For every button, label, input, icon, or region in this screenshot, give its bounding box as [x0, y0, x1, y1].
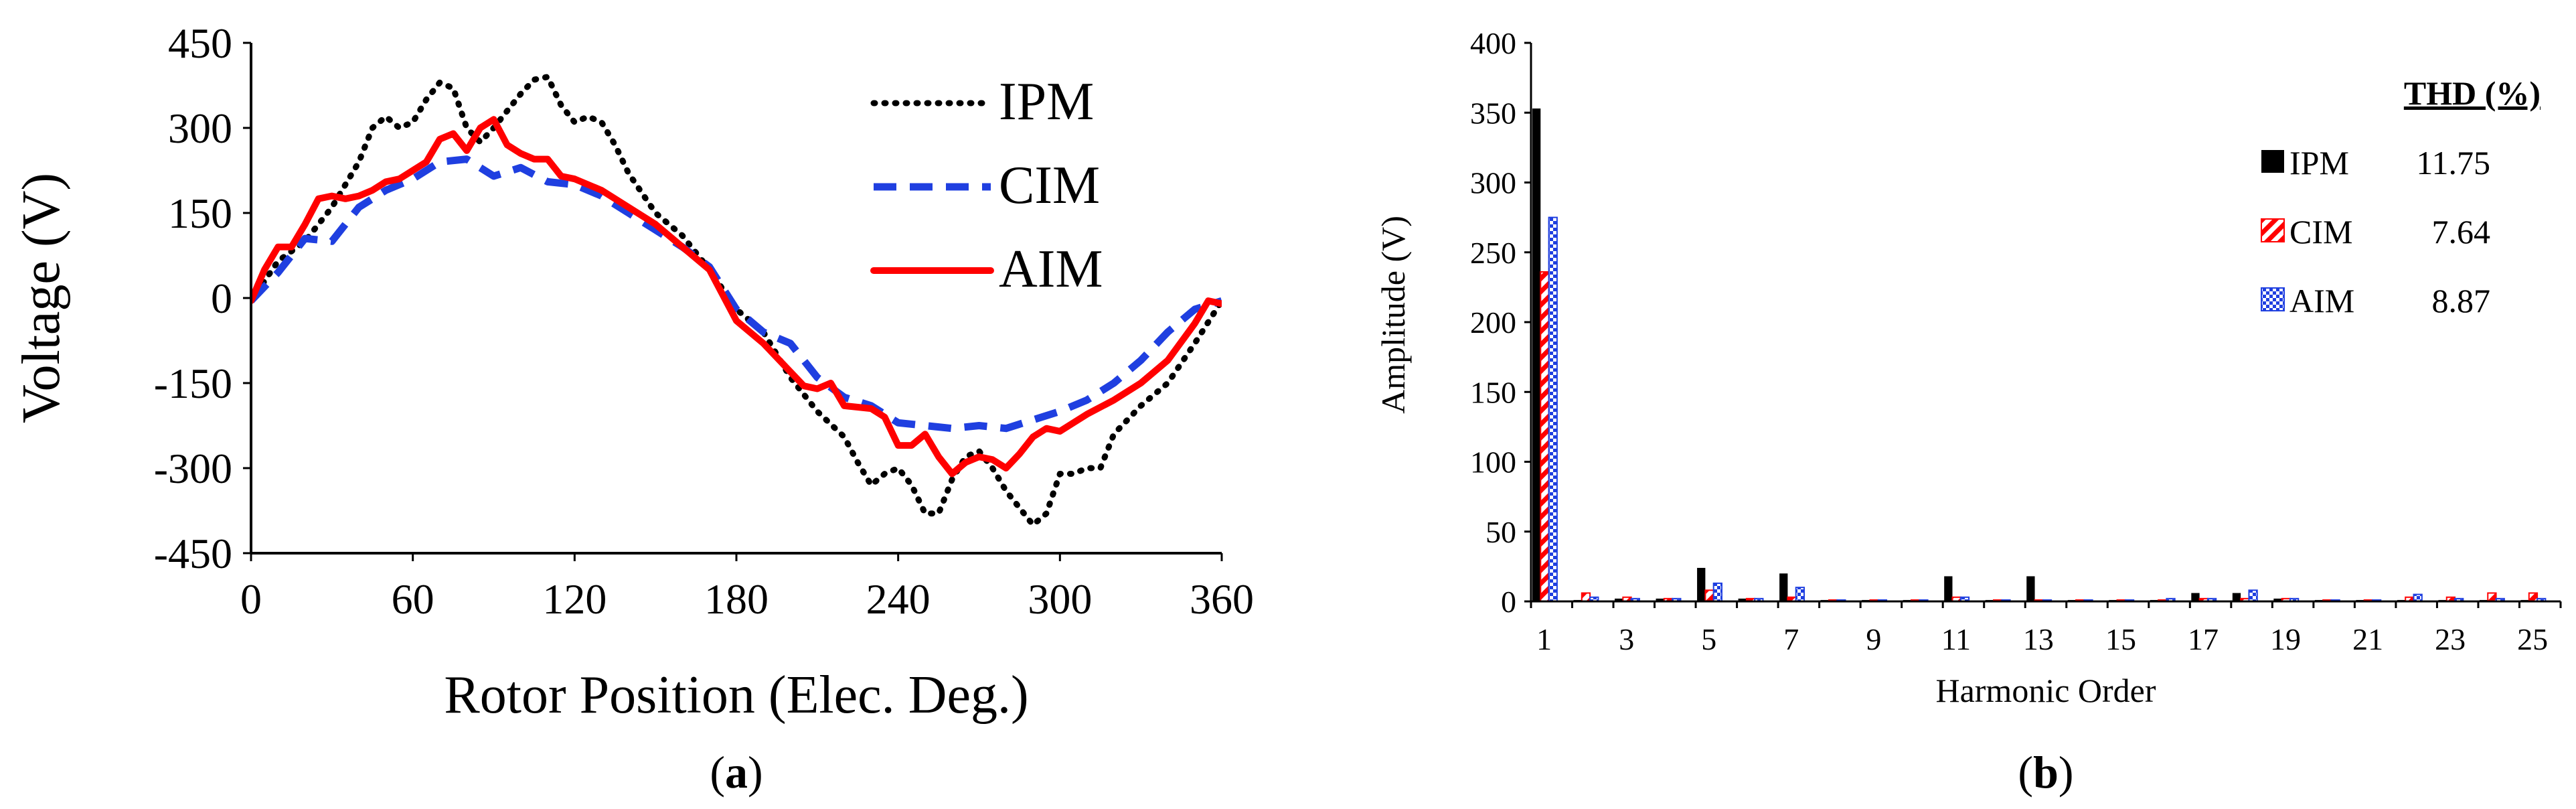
- panel-b-legend-swatch-aim: [2261, 287, 2285, 311]
- panel-a-y-ticks: 450 300 150 0 -150 -300 -450: [154, 19, 251, 577]
- panel-a-x-tick-label: 300: [1028, 575, 1092, 623]
- panel-b-x-tick-label: 25: [2517, 622, 2548, 656]
- panel-a-x-tick-label: 60: [392, 575, 434, 623]
- panel-b-label-letter: b: [2033, 747, 2059, 798]
- panel-a-y-tick-label: 450: [168, 19, 232, 67]
- panel-a-y-tick-label: 0: [211, 275, 232, 322]
- panel-b-bar-ipm: [1697, 567, 1706, 601]
- panel-a-series-line-cim: [251, 155, 1222, 433]
- panel-a-label: (a): [710, 747, 762, 798]
- panel-a-series-line-ipm: [251, 74, 1222, 528]
- panel-a-y-tick-label: -300: [154, 445, 232, 492]
- panel-b-bar-cim: [1581, 592, 1591, 602]
- panel-b-x-tick-label: 15: [2105, 622, 2136, 656]
- panel-a-x-tick-label: 240: [866, 575, 931, 623]
- panel-b-legend-title: THD (%): [2404, 74, 2541, 112]
- panel-b-bar-ipm: [2026, 576, 2035, 601]
- panel-a-label-letter: a: [725, 747, 748, 798]
- panel-b-legend-thd-cim: 7.64: [2432, 213, 2491, 250]
- panel-b-y-tick-label: 350: [1470, 96, 1516, 130]
- panel-b-x-tick-label: 11: [1941, 622, 1971, 656]
- panel-b-y-tick-label: 400: [1470, 26, 1516, 60]
- panel-b-bar-aim: [2248, 589, 2258, 603]
- panel-b-y-tick-label: 150: [1470, 375, 1516, 409]
- panel-b-y-tick-label: 50: [1485, 515, 1516, 549]
- panel-a-x-tick-label: 0: [240, 575, 262, 623]
- panel-b-legend-swatch-cim: [2261, 218, 2285, 242]
- panel-b-bars-group: [1532, 108, 2547, 603]
- panel-a-legend-label-ipm: IPM: [999, 72, 1094, 131]
- panel-b-x-tick-label: 3: [1619, 622, 1634, 656]
- panel-b-bar-ipm: [2273, 598, 2282, 601]
- panel-a-legend-label-cim: CIM: [999, 156, 1100, 215]
- panel-a-y-tick-label: 150: [168, 190, 232, 237]
- panel-b-x-tick-label: 1: [1536, 622, 1552, 656]
- panel-b-x-tick-label: 9: [1866, 622, 1881, 656]
- panel-b-bar-ipm: [1656, 598, 1664, 601]
- panel-b-bar-cim: [1540, 271, 1550, 602]
- panel-b-bar-aim: [1795, 587, 1805, 603]
- panel-b-y-tick-label: 0: [1501, 585, 1516, 619]
- panel-b-label: (b): [2018, 747, 2073, 798]
- panel-b-legend-label-aim: AIM: [2289, 282, 2354, 319]
- panel-a-x-tick-label: 180: [704, 575, 769, 623]
- panel-b-bar-cim: [2528, 592, 2539, 602]
- panel-a-line-chart: 450 300 150 0 -150 -300 -450 0 60 120 180 240 300 36…: [12, 19, 1254, 798]
- panel-b-x-tick-label: 23: [2435, 622, 2466, 656]
- panel-b-bar-aim: [1712, 582, 1722, 603]
- panel-b-bar-ipm: [1779, 573, 1788, 601]
- panel-a-series-line-aim: [251, 116, 1222, 477]
- panel-b-legend-thd-aim: 8.87: [2432, 282, 2491, 319]
- panel-a-y-axis-label: Voltage (V): [12, 173, 71, 423]
- panel-b-legend-label-cim: CIM: [2289, 213, 2352, 250]
- panel-b-bar-ipm: [1532, 108, 1541, 601]
- panel-b-bar-ipm: [1615, 598, 1623, 601]
- panel-b-x-tick-label: 19: [2270, 622, 2301, 656]
- panel-b-legend-thd-ipm: 11.75: [2416, 144, 2490, 181]
- panel-b-bar-ipm: [1944, 576, 1953, 601]
- panel-a-x-tick-label: 360: [1190, 575, 1254, 623]
- panel-b-bar-cim: [1704, 589, 1714, 603]
- panel-b-legend: THD (%) IPM 11.75 CIM 7.64 AIM 8.87: [2261, 74, 2541, 319]
- panel-b-x-tick-label: 7: [1783, 622, 1799, 656]
- panel-b-y-ticks: 0 50 100 150 200 250 300 350 400: [1470, 26, 1531, 619]
- panel-a-x-axis-label: Rotor Position (Elec. Deg.): [444, 666, 1028, 725]
- panel-a-x-tick-label: 120: [542, 575, 607, 623]
- panel-b-legend-label-ipm: IPM: [2289, 144, 2349, 181]
- panel-a-series-group: [251, 74, 1222, 528]
- panel-a-y-tick-label: 300: [168, 104, 232, 152]
- panel-b-bar-cim: [2487, 592, 2497, 602]
- panel-b-x-tick-label: 21: [2352, 622, 2383, 656]
- panel-b-x-tick-label: 5: [1701, 622, 1716, 656]
- panel-b-x-tick-label: 17: [2188, 622, 2219, 656]
- panel-a-legend-label-aim: AIM: [999, 240, 1103, 299]
- panel-b-x-ticks: 1 3 5 7 9 11 13 15 17 19 21 23 25: [1530, 601, 2562, 656]
- panel-b-bar-ipm: [1738, 598, 1747, 601]
- panel-b-legend-swatch-ipm: [2261, 150, 2284, 173]
- panel-b-x-tick-label: 13: [2023, 622, 2054, 656]
- panel-b-bar-aim: [2413, 593, 2423, 603]
- panel-b-y-tick-label: 100: [1470, 445, 1516, 480]
- panel-b-y-axis-label: Amplitude (V): [1374, 216, 1412, 414]
- panel-b-y-tick-label: 300: [1470, 166, 1516, 200]
- panel-a-y-tick-label: -150: [154, 360, 232, 407]
- panel-a-legend: IPM CIM AIM: [870, 72, 1103, 299]
- panel-b-x-axis-label: Harmonic Order: [1935, 672, 2156, 709]
- panel-a-y-tick-label: -450: [154, 530, 232, 577]
- panel-b-bar-ipm: [2232, 593, 2241, 601]
- panel-b-bar-aim: [1548, 216, 1558, 602]
- panel-b-y-tick-label: 200: [1470, 305, 1516, 340]
- panel-b-bar-ipm: [2191, 593, 2200, 601]
- panel-a-x-ticks: 0 60 120 180 240 300 360: [240, 553, 1254, 623]
- panel-b-y-tick-label: 250: [1470, 236, 1516, 270]
